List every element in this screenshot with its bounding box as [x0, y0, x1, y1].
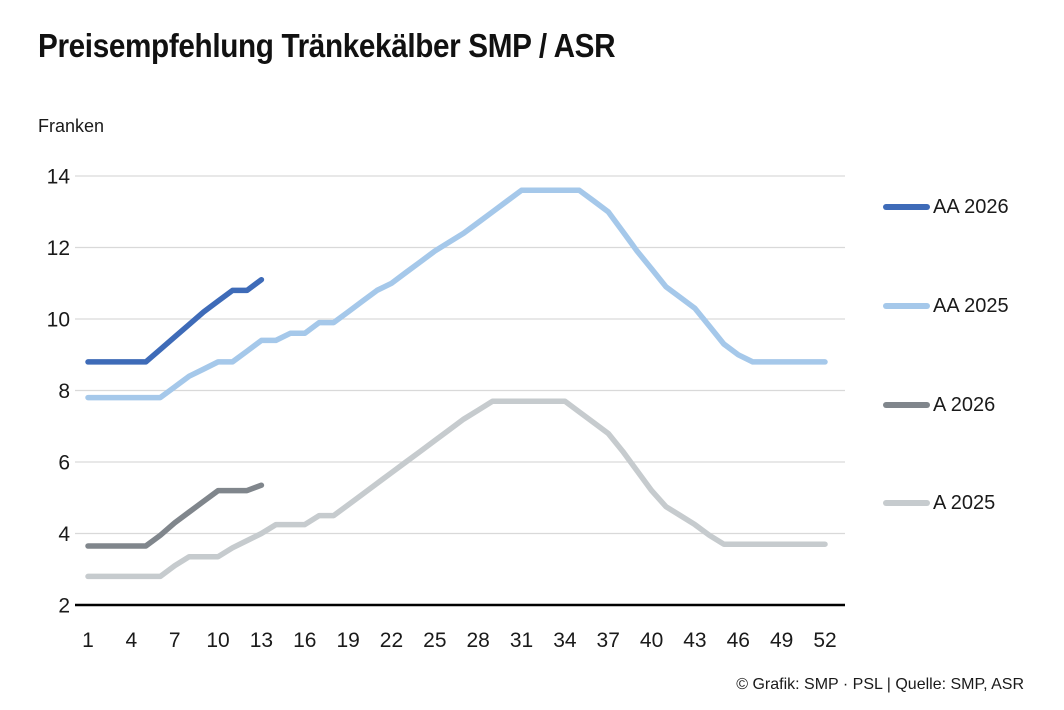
x-tick-label: 25: [423, 629, 446, 652]
y-tick-label: 14: [47, 166, 71, 189]
x-tick-label: 22: [380, 629, 403, 652]
x-tick-label: 10: [206, 629, 229, 652]
x-tick-label: 34: [553, 629, 577, 652]
x-tick-label: 37: [597, 629, 620, 652]
legend-label: A 2025: [933, 491, 996, 514]
y-axis-unit-label: Franken: [38, 116, 105, 136]
x-tick-label: 49: [770, 629, 793, 652]
series-line-a-2025: [85, 398, 828, 580]
x-tick-label: 31: [510, 629, 533, 652]
legend-swatch-aa-2025: [883, 303, 930, 309]
y-tick-label: 2: [58, 595, 70, 618]
y-tick-label: 6: [58, 452, 70, 475]
x-tick-label: 52: [813, 629, 836, 652]
legend-label: AA 2025: [933, 294, 1009, 317]
x-tick-label: 1: [82, 629, 94, 652]
x-tick-label: 43: [683, 629, 706, 652]
legend-label: A 2026: [933, 393, 996, 416]
series-line-a-2026: [85, 482, 265, 549]
legend-label: AA 2026: [933, 195, 1009, 218]
x-tick-label: 16: [293, 629, 316, 652]
legend-item-aa-2026: AA 2026: [883, 195, 1009, 219]
x-tick-label: 13: [250, 629, 273, 652]
x-tick-label: 46: [727, 629, 750, 652]
legend-swatch-a-2025: [883, 500, 930, 506]
x-tick-label: 7: [169, 629, 181, 652]
y-tick-label: 8: [58, 380, 70, 403]
legend-swatch-aa-2026: [883, 204, 930, 210]
y-tick-label: 12: [47, 237, 70, 260]
series-line-aa-2026: [85, 276, 265, 365]
x-tick-label: 28: [466, 629, 489, 652]
y-tick-label: 10: [47, 309, 70, 332]
x-tick-label: 4: [126, 629, 138, 652]
chart-title: Preisempfehlung Tränkekälber SMP / ASR: [38, 27, 616, 64]
series-line-aa-2025: [85, 187, 828, 401]
y-tick-label: 4: [58, 523, 70, 546]
legend-item-a-2025: A 2025: [883, 491, 995, 515]
x-tick-label: 40: [640, 629, 663, 652]
legend-item-a-2026: A 2026: [883, 393, 995, 417]
x-tick-label: 19: [336, 629, 359, 652]
credits-footer: © Grafik: SMP · PSL | Quelle: SMP, ASR: [736, 676, 1024, 693]
legend-item-aa-2025: AA 2025: [883, 294, 1009, 318]
legend-swatch-a-2026: [883, 402, 930, 408]
